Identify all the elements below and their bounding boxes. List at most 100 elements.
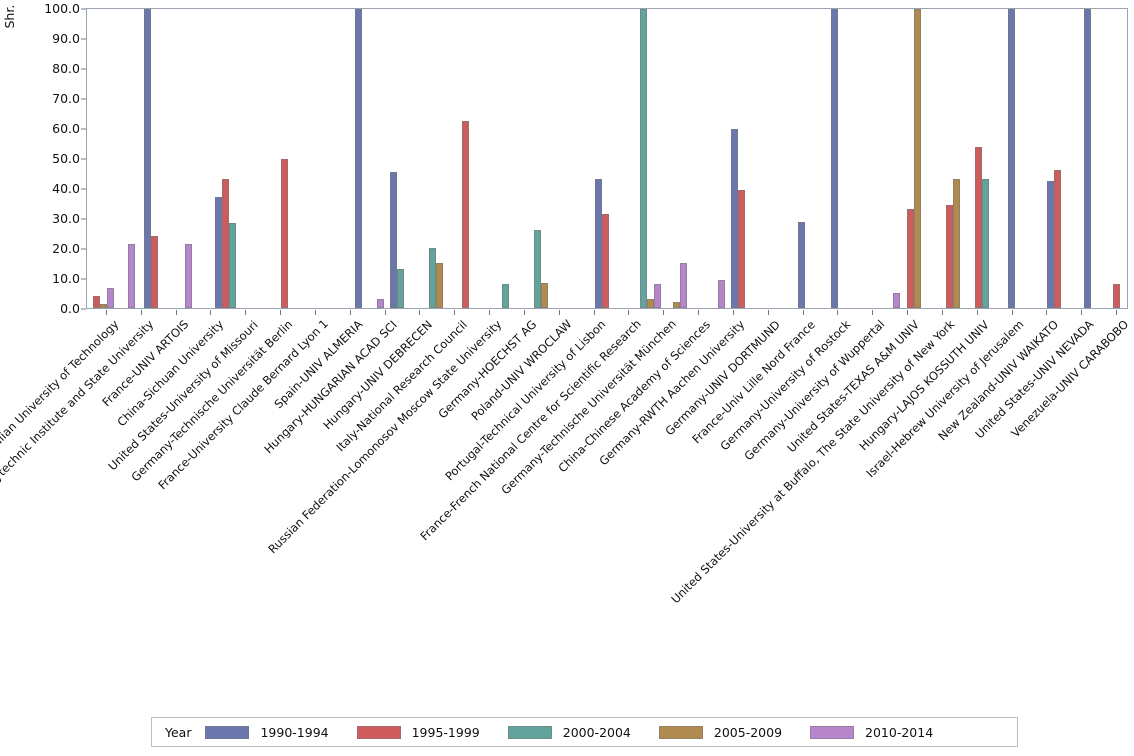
x-tick-mark: [872, 310, 874, 315]
bar-group: [429, 9, 443, 308]
legend-swatch: [658, 725, 703, 739]
legend-entry[interactable]: 1990-1994: [205, 724, 329, 740]
x-tick-mark: [698, 310, 700, 315]
plot-area: [86, 8, 1128, 309]
bar-1995-1999: [151, 236, 158, 308]
x-tick-mark: [140, 310, 142, 315]
legend-title: Year: [165, 724, 192, 740]
bar-2000-2004: [982, 179, 989, 308]
bar-group: [502, 9, 509, 308]
x-tick-mark: [489, 310, 491, 315]
bar-2000-2004: [397, 269, 404, 308]
bar-2010-2014: [654, 284, 661, 308]
bar-2005-2009: [673, 302, 680, 308]
x-tick-mark: [1046, 310, 1048, 315]
bar-1990-1994: [595, 179, 602, 308]
bar-1995-1999: [281, 158, 288, 308]
bar-group: [128, 9, 135, 308]
y-axis-ticks: 0.0 10.0 20.0 30.0 40.0 50.0 60.0 70.0 80.0 90.0 1…: [20, 0, 86, 316]
x-tick-mark: [837, 310, 839, 315]
bar-group: [377, 9, 384, 308]
bar-2000-2004: [534, 230, 541, 308]
bar-group: [673, 9, 687, 308]
bar-2005-2009: [436, 263, 443, 308]
bar-2005-2009: [647, 299, 654, 308]
bar-1990-1994: [831, 9, 838, 308]
bar-group: [215, 9, 236, 308]
x-tick-mark: [1081, 310, 1083, 315]
bar-2005-2009: [953, 179, 960, 308]
bar-1995-1999: [1113, 284, 1120, 308]
x-tick-mark: [280, 310, 282, 315]
x-tick-mark: [210, 310, 212, 315]
x-tick-mark: [1011, 310, 1013, 315]
bar-1995-1999: [222, 179, 229, 308]
bar-group: [640, 9, 661, 308]
bar-1995-1999: [907, 209, 914, 308]
bar-group: [534, 9, 548, 308]
bar-group: [1008, 9, 1015, 308]
y-tick-label: 60.0: [52, 120, 80, 136]
bar-1995-1999: [1054, 170, 1061, 308]
x-tick-mark: [349, 310, 351, 315]
bar-1990-1994: [798, 222, 805, 308]
legend-entry[interactable]: 1995-1999: [356, 724, 480, 740]
legend-label: 2010-2014: [865, 724, 934, 740]
bar-1995-1999: [93, 296, 100, 308]
legend-entry[interactable]: 2005-2009: [658, 725, 782, 740]
x-tick-mark: [558, 310, 560, 315]
bar-group: [1047, 9, 1061, 308]
bar-group: [731, 9, 745, 308]
bar-1995-1999: [975, 146, 982, 308]
y-tick-mark: [81, 308, 86, 309]
bar-group: [907, 9, 921, 308]
x-tick-mark: [106, 310, 107, 315]
bar-group: [1113, 9, 1120, 308]
x-tick-mark: [628, 310, 630, 315]
chart-legend: Year 1990-1994 1995-1999 2000-2004 2005-200…: [151, 717, 1018, 747]
legend-swatch: [810, 725, 855, 739]
x-tick-mark: [523, 310, 525, 315]
bar-2005-2009: [541, 282, 548, 308]
y-tick-label: 10.0: [52, 270, 80, 286]
x-tick-mark: [314, 310, 316, 315]
y-tick-label: 30.0: [52, 210, 80, 226]
bar-2010-2014: [718, 280, 725, 308]
bar-group: [355, 9, 362, 308]
legend-label: 2000-2004: [562, 724, 631, 740]
y-tick-mark: [81, 128, 86, 129]
bar-1995-1999: [462, 121, 469, 308]
x-tick-label: Hungary-LAJOS KOSSUTH UNIV: [856, 317, 992, 454]
legend-entry[interactable]: 2010-2014: [810, 725, 933, 740]
bar-1990-1994: [355, 9, 362, 308]
x-tick-mark: [1116, 310, 1117, 315]
bar-1990-1994: [144, 9, 151, 308]
bar-group: [1084, 9, 1091, 308]
bar-2010-2014: [680, 263, 687, 308]
bar-2010-2014: [128, 244, 135, 308]
y-tick-label: 70.0: [52, 90, 80, 106]
y-tick-mark: [81, 68, 86, 69]
legend-label: 1990-1994: [260, 724, 329, 740]
legend-label: 1995-1999: [411, 724, 480, 740]
bar-1990-1994: [1084, 9, 1091, 308]
bar-2010-2014: [107, 288, 114, 308]
y-tick-mark: [81, 218, 86, 219]
bar-1990-1994: [390, 171, 397, 308]
bar-group: [718, 9, 725, 308]
bar-2000-2004: [502, 284, 509, 308]
x-tick-mark: [907, 310, 909, 315]
bar-group: [462, 9, 469, 308]
bar-2010-2014: [185, 244, 192, 308]
legend-swatch: [356, 725, 401, 739]
y-tick-label: 90.0: [52, 30, 80, 46]
x-tick-mark: [175, 310, 177, 315]
legend-entry[interactable]: 2000-2004: [507, 724, 631, 740]
x-tick-mark: [941, 310, 943, 315]
y-tick-label: 50.0: [52, 150, 80, 166]
y-tick-mark: [81, 98, 86, 99]
bar-group: [798, 9, 805, 308]
bar-1990-1994: [1047, 180, 1054, 308]
y-tick-mark: [81, 158, 86, 159]
